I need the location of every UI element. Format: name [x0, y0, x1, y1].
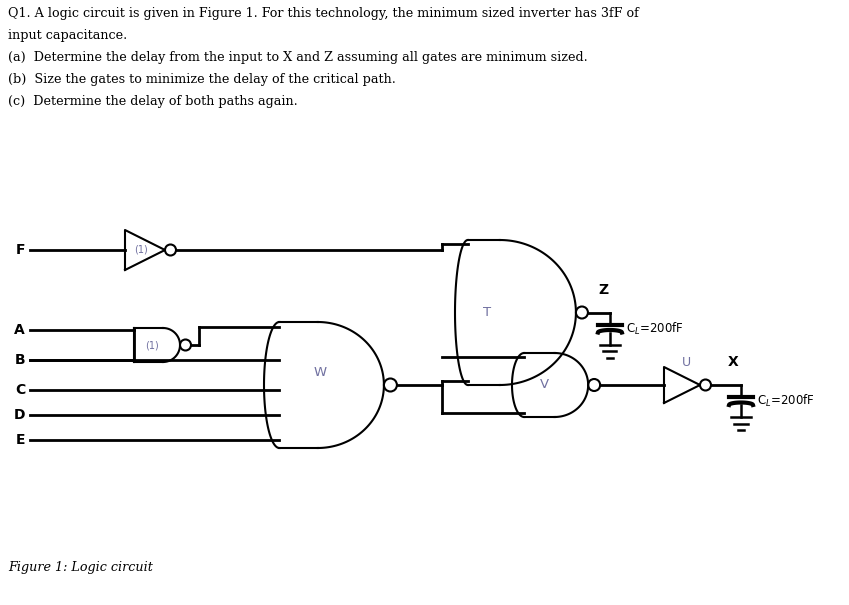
Text: input capacitance.: input capacitance. [8, 29, 127, 42]
Text: (b)  Size the gates to minimize the delay of the critical path.: (b) Size the gates to minimize the delay… [8, 73, 396, 86]
Text: X: X [728, 355, 739, 369]
Text: (1): (1) [134, 245, 148, 255]
Text: D: D [14, 408, 25, 422]
Text: B: B [14, 353, 25, 367]
Text: (a)  Determine the delay from the input to X and Z assuming all gates are minimu: (a) Determine the delay from the input t… [8, 51, 588, 64]
Text: C: C [14, 383, 25, 397]
Text: V: V [539, 379, 548, 391]
Text: T: T [483, 306, 491, 319]
Text: (c)  Determine the delay of both paths again.: (c) Determine the delay of both paths ag… [8, 95, 298, 108]
Text: (1): (1) [145, 340, 159, 350]
Text: A: A [14, 323, 25, 337]
Text: U: U [682, 356, 690, 370]
Text: C$_L$=200fF: C$_L$=200fF [757, 393, 815, 409]
Text: Q1. A logic circuit is given in Figure 1. For this technology, the minimum sized: Q1. A logic circuit is given in Figure 1… [8, 7, 639, 20]
Text: C$_L$=200fF: C$_L$=200fF [626, 321, 683, 336]
Text: Z: Z [599, 283, 609, 296]
Text: W: W [313, 367, 327, 379]
Text: Figure 1: Logic circuit: Figure 1: Logic circuit [8, 560, 153, 574]
Text: E: E [15, 433, 25, 447]
Text: F: F [15, 243, 25, 257]
